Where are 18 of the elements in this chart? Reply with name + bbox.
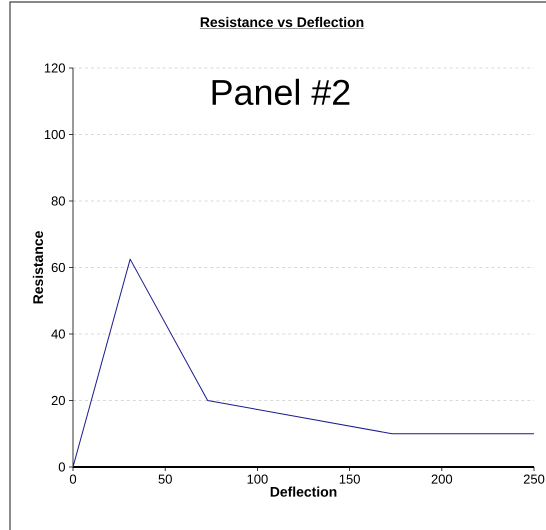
y-tick-label: 100 [44,130,65,140]
x-tick-label: 250 [524,474,544,484]
x-tick-label: 200 [432,474,452,484]
y-tick-label: 60 [52,262,65,272]
x-tick-label: 100 [248,474,268,484]
chart-title: Resistance vs Deflection [200,16,364,28]
y-tick-label: 80 [52,196,65,206]
x-tick-label: 50 [158,474,172,484]
x-tick-label: 0 [70,474,76,484]
x-axis-title: Deflection [270,486,336,497]
y-tick-label: 20 [52,396,65,406]
x-tick-label: 150 [340,474,360,484]
line-series [72,258,535,468]
y-tick-label: 40 [51,329,65,339]
y-axis-title: Resistance [32,231,44,304]
y-tick-label: 120 [44,63,65,73]
y-tick-label: 0 [58,462,65,472]
annotation: Panel #2 [212,78,350,106]
